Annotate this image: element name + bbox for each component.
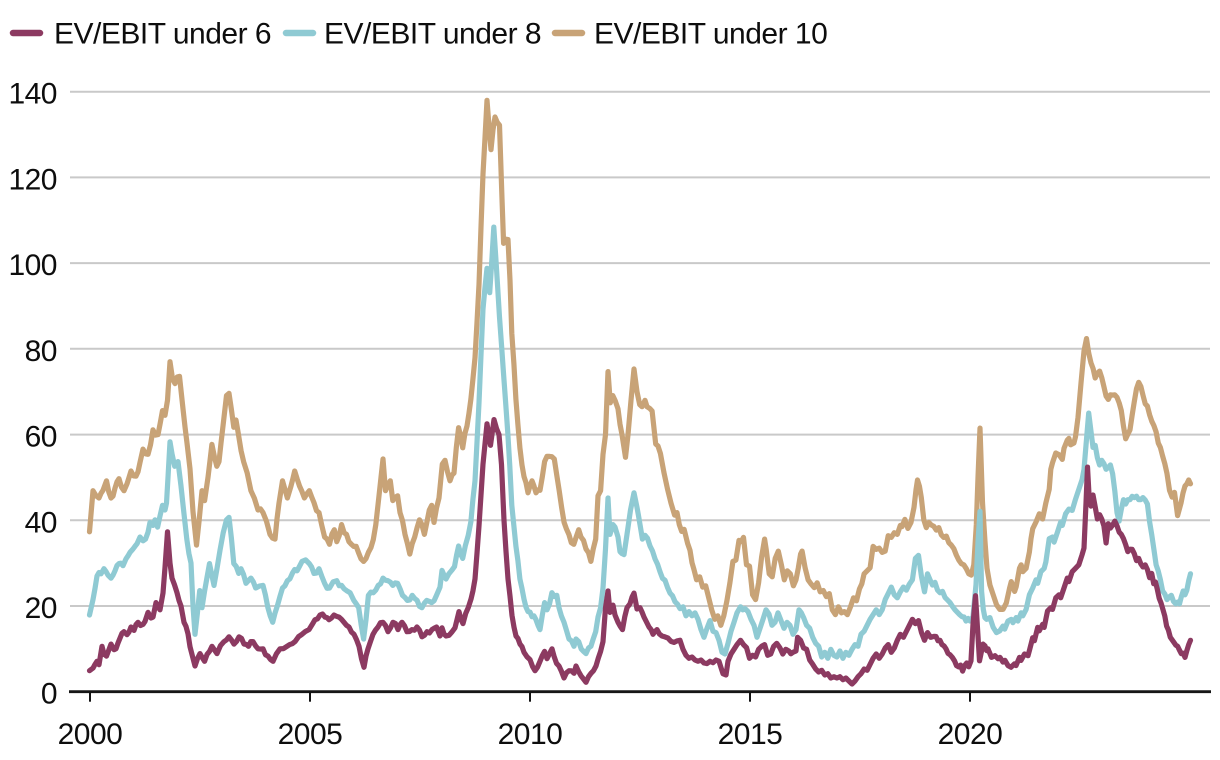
svg-text:2005: 2005 [278,718,343,751]
svg-text:140: 140 [8,78,57,111]
svg-text:20: 20 [25,592,57,625]
svg-text:EV/EBIT under 8: EV/EBIT under 8 [324,18,541,51]
svg-text:2010: 2010 [498,718,563,751]
svg-text:EV/EBIT under 10: EV/EBIT under 10 [594,18,827,51]
svg-text:120: 120 [8,163,57,196]
svg-text:0: 0 [41,678,57,711]
svg-text:100: 100 [8,249,57,282]
svg-text:EV/EBIT under 6: EV/EBIT under 6 [54,18,271,51]
svg-text:2000: 2000 [58,718,123,751]
svg-text:80: 80 [25,335,57,368]
svg-text:60: 60 [25,421,57,454]
svg-text:2015: 2015 [718,718,783,751]
svg-text:2020: 2020 [938,718,1003,751]
svg-text:40: 40 [25,506,57,539]
